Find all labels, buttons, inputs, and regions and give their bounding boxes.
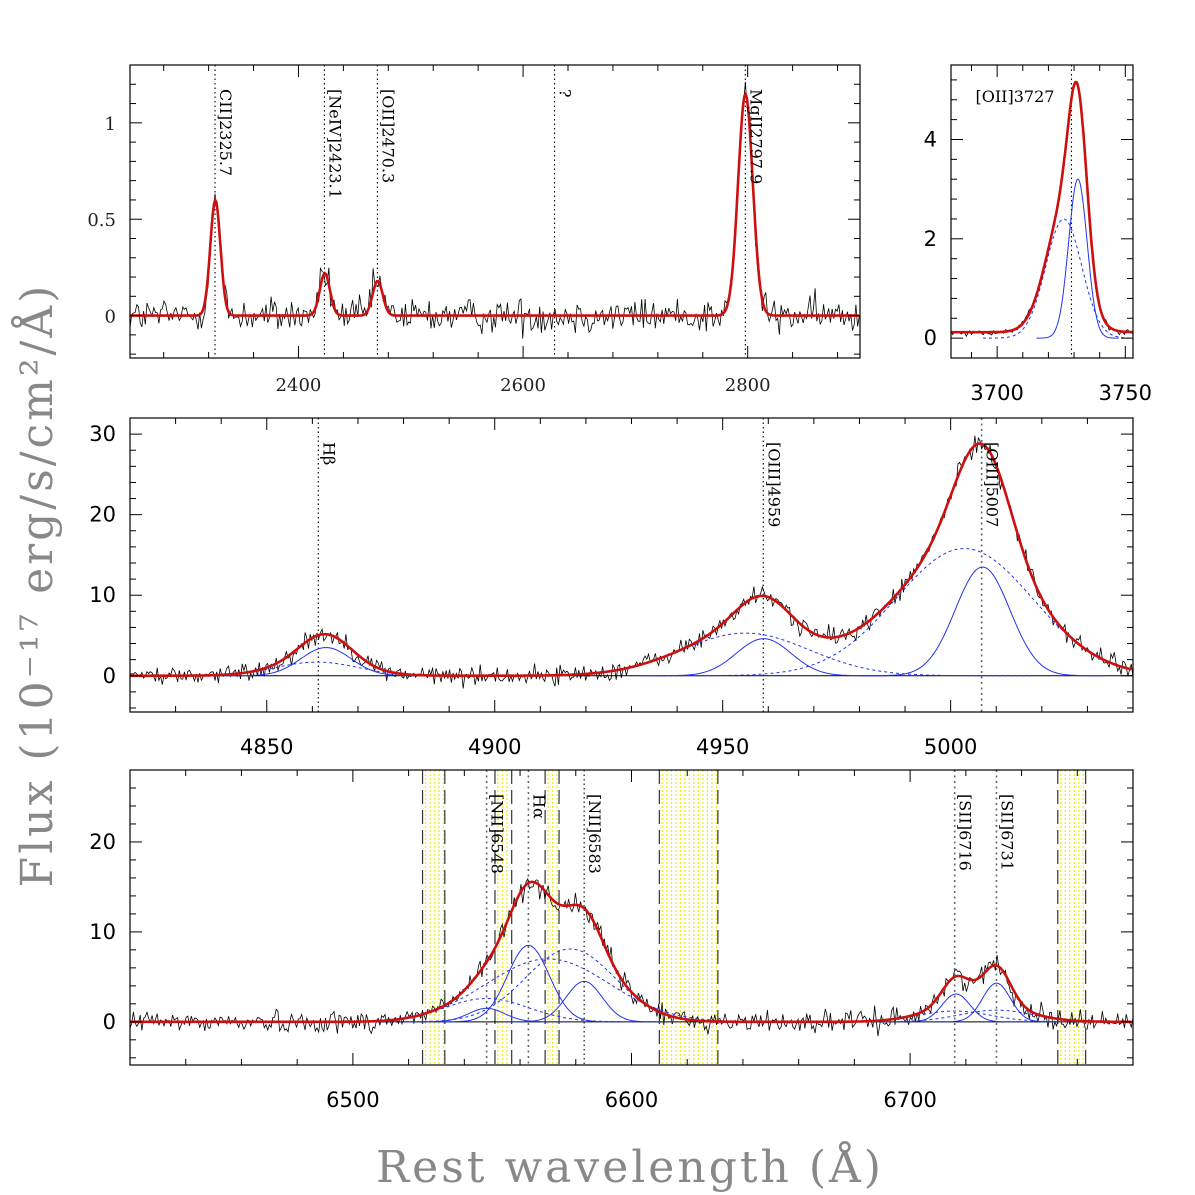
line-label-3: ?	[556, 89, 575, 98]
component-3	[458, 632, 1033, 677]
y-tick-label: 4	[924, 127, 937, 151]
line-label-0: Hβ	[319, 442, 338, 465]
plot-area-oiii	[130, 418, 1133, 712]
frame-oii	[950, 64, 1134, 359]
x-tick-label: 4950	[696, 735, 749, 759]
panel-ha: [NII]6548 Hα [NII]6583 [SII]6716 [SII]6731 65…	[89, 769, 1134, 1112]
x-tick-label: 6700	[883, 1088, 936, 1112]
y-tick-label: 0	[924, 326, 937, 350]
fit-curve	[951, 80, 1133, 334]
line-label-1: [NeIV]2423.1	[325, 89, 344, 199]
x-tick-label: 3700	[970, 381, 1023, 405]
y-tick-label: 1	[105, 114, 116, 135]
component-0	[1036, 178, 1119, 339]
x-tick-label: 2600	[500, 375, 546, 396]
line-label-0: CII]2325.7	[216, 89, 235, 176]
line-label-0: [OII]3727	[975, 87, 1054, 106]
mask-region-0	[421, 770, 446, 1065]
line-label-0: [NII]6548	[488, 794, 507, 874]
line-label-3: [SII]6716	[956, 794, 975, 871]
component-6	[893, 993, 1019, 1023]
component-5	[656, 547, 1133, 677]
panel-uv: CII]2325.7 [NeIV]2423.1 [OII]2470.3? MgII27…	[87, 64, 861, 396]
line-label-2: [OIII]5007	[983, 442, 1002, 527]
y-tick-label: 0.5	[87, 210, 116, 231]
line-label-1: Hα	[529, 794, 548, 819]
y-tick-label: 2	[924, 227, 937, 251]
x-tick-label: 6600	[605, 1088, 658, 1112]
component-1	[983, 218, 1133, 339]
panels: CII]2325.7 [NeIV]2423.1 [OII]2470.3? MgII27…	[87, 64, 1152, 1112]
plot-area-ha	[130, 770, 1133, 1065]
x-tick-label: 2400	[276, 375, 322, 396]
y-tick-label: 0	[103, 664, 116, 688]
y-tick-label: 10	[89, 583, 116, 607]
x-tick-label: 4900	[468, 735, 521, 759]
fit-curve	[130, 442, 1132, 678]
line-label-2: [NII]6583	[585, 794, 604, 874]
plot-area-oii	[951, 65, 1133, 358]
component-2	[434, 944, 622, 1023]
mask-region-1	[494, 770, 513, 1065]
x-tick-label: 3750	[1099, 381, 1152, 405]
y-axis-title: Flux (10⁻¹⁷ erg/s/cm²/Å)	[10, 283, 63, 888]
panel-oii: [OII]3727 3700 3750 0 2 4	[924, 64, 1152, 405]
panel-oiii: Hβ [OIII]4959 [OIII]5007 4850 4900 4950 5000 0 1…	[89, 417, 1134, 759]
line-label-1: [OIII]4959	[764, 442, 783, 527]
component-0	[213, 647, 438, 677]
observed-spectrum	[130, 435, 1133, 689]
line-label-4: MgII2797.9	[746, 89, 765, 184]
line-label-2: [OII]2470.3	[378, 89, 397, 183]
line-label-4: [SII]6731	[997, 794, 1016, 871]
component-5	[502, 980, 665, 1023]
x-tick-label: 5000	[924, 735, 977, 759]
x-axis-title: Rest wavelength (Å)	[376, 1140, 884, 1193]
y-tick-label: 20	[89, 503, 116, 527]
y-tick-label: 10	[89, 920, 116, 944]
x-tick-label: 2800	[725, 375, 771, 396]
fit-curve	[130, 880, 1132, 1024]
y-tick-label: 20	[89, 830, 116, 854]
plot-area-uv	[130, 65, 860, 358]
x-tick-label: 6500	[326, 1088, 379, 1112]
component-4	[859, 566, 1106, 677]
y-tick-label: 30	[89, 422, 116, 446]
x-tick-label: 4850	[240, 735, 293, 759]
frame-uv	[129, 64, 861, 359]
observed-spectrum	[130, 877, 1133, 1037]
y-tick-label: 0	[105, 307, 116, 328]
mask-region-4	[1057, 770, 1087, 1065]
component-9	[833, 1009, 1133, 1023]
observed-spectrum	[951, 81, 1133, 338]
y-tick-label: 0	[103, 1010, 116, 1034]
fit-curve	[130, 90, 859, 317]
